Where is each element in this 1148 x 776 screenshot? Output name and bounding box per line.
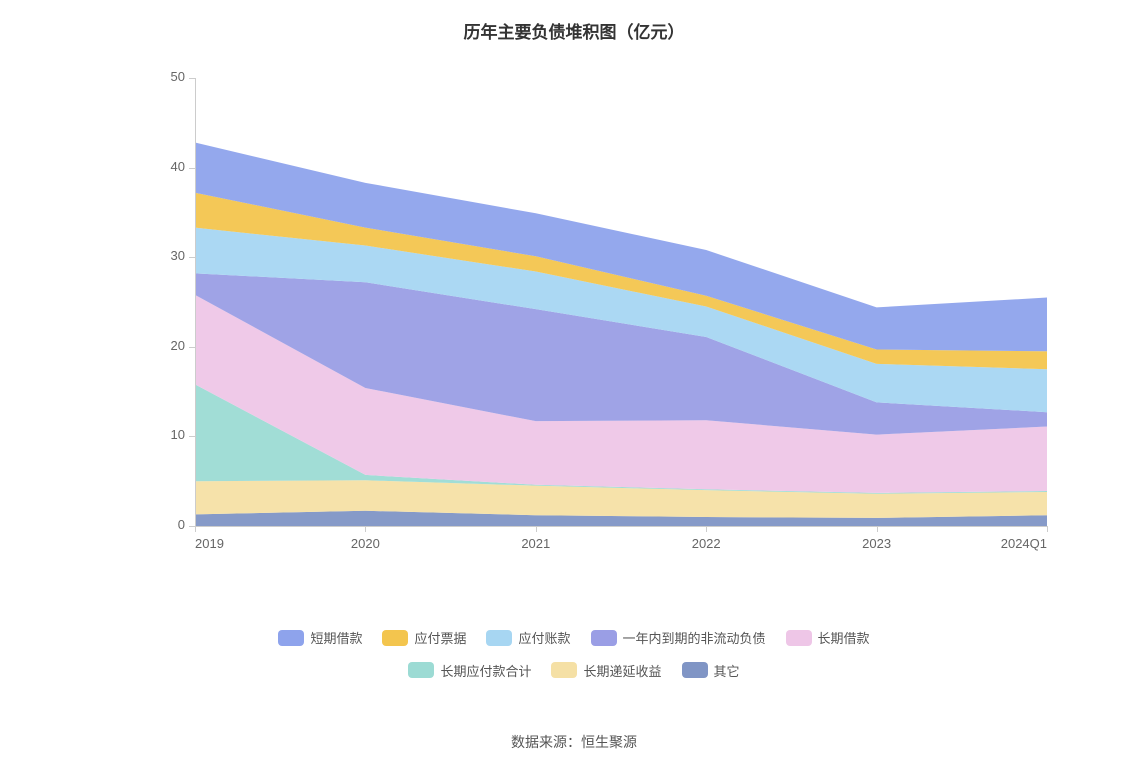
- y-axis-label: 10: [171, 427, 185, 442]
- legend-item[interactable]: 长期应付款合计: [408, 661, 531, 680]
- x-tick: [877, 526, 878, 532]
- y-axis-label: 0: [178, 517, 185, 532]
- legend-swatch: [408, 662, 434, 678]
- y-axis-label: 50: [171, 69, 185, 84]
- x-axis-label: 2023: [847, 536, 907, 551]
- legend-label: 长期递延收益: [583, 661, 661, 680]
- x-tick: [195, 526, 196, 532]
- y-tick: [189, 168, 195, 169]
- x-tick: [365, 526, 366, 532]
- legend-label: 长期应付款合计: [440, 661, 531, 680]
- legend-label: 一年内到期的非流动负债: [623, 628, 766, 647]
- legend-label: 应付票据: [414, 628, 466, 647]
- legend-item[interactable]: 短期借款: [278, 628, 362, 647]
- x-axis-label: 2020: [335, 536, 395, 551]
- y-axis-label: 30: [171, 248, 185, 263]
- legend-label: 其它: [714, 661, 740, 680]
- legend-swatch: [382, 630, 408, 646]
- legend-swatch: [591, 630, 617, 646]
- x-tick: [536, 526, 537, 532]
- legend-label: 长期借款: [818, 628, 870, 647]
- legend-item[interactable]: 长期递延收益: [551, 661, 661, 680]
- legend-swatch: [278, 630, 304, 646]
- y-tick: [189, 78, 195, 79]
- legend-item[interactable]: 应付账款: [486, 628, 570, 647]
- x-axis-label: 2024Q1: [987, 536, 1047, 551]
- data-source-line: 数据来源：恒生聚源: [0, 732, 1148, 752]
- y-tick: [189, 347, 195, 348]
- legend-swatch: [551, 662, 577, 678]
- stacked-area-svg: [195, 78, 1047, 526]
- chart-title: 历年主要负债堆积图（亿元）: [0, 0, 1148, 43]
- y-axis-label: 40: [171, 159, 185, 174]
- legend-item[interactable]: 一年内到期的非流动负债: [591, 628, 766, 647]
- legend-item[interactable]: 其它: [682, 661, 740, 680]
- chart-legend: 短期借款 应付票据 应付账款 一年内到期的非流动负债 长期借款长期应付款合计 长期递延收益…: [0, 628, 1148, 693]
- y-tick: [189, 257, 195, 258]
- legend-row: 短期借款 应付票据 应付账款 一年内到期的非流动负债 长期借款: [0, 628, 1148, 651]
- x-axis-line: [195, 526, 1047, 527]
- legend-swatch: [682, 662, 708, 678]
- x-axis-label: 2021: [506, 536, 566, 551]
- legend-label: 应付账款: [518, 628, 570, 647]
- plot-area: [195, 78, 1047, 526]
- x-tick: [706, 526, 707, 532]
- y-tick: [189, 436, 195, 437]
- legend-item[interactable]: 应付票据: [382, 628, 466, 647]
- x-axis-label: 2022: [676, 536, 736, 551]
- legend-label: 短期借款: [310, 628, 362, 647]
- y-axis-line: [195, 78, 196, 526]
- y-axis-label: 20: [171, 338, 185, 353]
- x-axis-label: 2019: [195, 536, 224, 551]
- legend-swatch: [486, 630, 512, 646]
- stacked-area-chart: 历年主要负债堆积图（亿元） 0 10 20 30 40 50 2019 2020 2021 20…: [0, 0, 1148, 776]
- legend-row: 长期应付款合计 长期递延收益 其它: [0, 661, 1148, 684]
- legend-item[interactable]: 长期借款: [786, 628, 870, 647]
- legend-swatch: [786, 630, 812, 646]
- x-tick: [1047, 526, 1048, 532]
